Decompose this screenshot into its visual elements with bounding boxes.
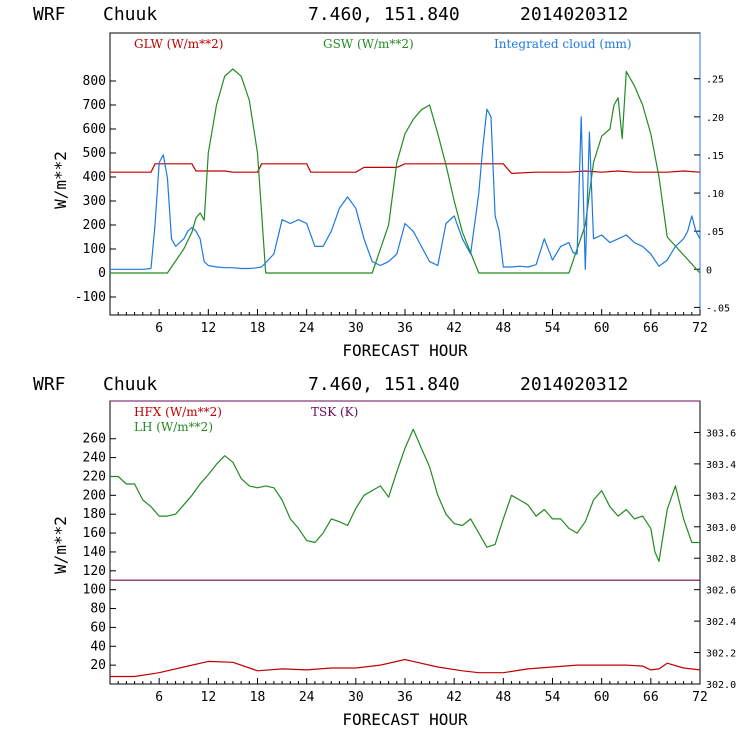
y-tick-label: 100 xyxy=(83,242,106,257)
y2-tick-label: 302.2 xyxy=(706,649,736,660)
y-tick-label: -100 xyxy=(75,290,106,305)
y2-tick-label: 0 xyxy=(706,265,712,276)
panel2-plot-frame xyxy=(109,400,701,685)
x-tick-label: 30 xyxy=(348,321,364,336)
legend-hfx: HFX (W/m**2) xyxy=(134,405,222,419)
x-tick-label: 24 xyxy=(299,321,315,336)
panel1-series xyxy=(110,68,701,274)
x-tick-label: 66 xyxy=(643,321,659,336)
y-tick-label: 800 xyxy=(83,74,106,89)
series-line-integrated xyxy=(110,108,701,270)
radiation-cloud-chart: WRF Chuuk 7.460, 151.840 2014020312 GLW … xyxy=(33,4,730,360)
legend-gsw: GSW (W/m**2) xyxy=(323,37,414,51)
x-tick-label: 54 xyxy=(545,690,561,705)
y-tick-label: 240 xyxy=(83,451,106,466)
y-tick-label: 120 xyxy=(83,564,106,579)
panel1-y-axis: -100 0 100 200 300 400 500 600 700 800 xyxy=(75,74,116,305)
y-tick-label: 40 xyxy=(90,639,106,654)
series-line-hfx xyxy=(110,658,701,678)
y2-tick-label: 302.8 xyxy=(706,554,736,565)
x-tick-label: 36 xyxy=(397,321,413,336)
x-tick-label: 72 xyxy=(692,690,708,705)
y2-tick-label: .15 xyxy=(706,151,724,162)
panel1-x-axis-title: FORECAST HOUR xyxy=(342,341,468,360)
x-tick-label: 72 xyxy=(692,321,708,336)
y2-tick-label: .10 xyxy=(706,189,724,200)
x-tick-label: 42 xyxy=(446,690,462,705)
panel2-x-axis: 6 12 18 24 30 36 42 48 54 60 66 72 xyxy=(117,678,708,705)
x-tick-label: 12 xyxy=(201,690,217,705)
y2-tick-label: 303.2 xyxy=(706,491,736,502)
x-tick-label: 36 xyxy=(397,690,413,705)
panel2-y-axis-title: W/m**2 xyxy=(51,516,70,574)
panel2-location-label: Chuuk xyxy=(103,374,157,395)
legend-lh: LH (W/m**2) xyxy=(134,420,213,434)
y2-tick-label: 303.6 xyxy=(706,428,736,439)
x-tick-label: 48 xyxy=(496,690,512,705)
series-line-gsw xyxy=(110,68,701,274)
x-tick-label: 6 xyxy=(155,690,163,705)
x-tick-label: 66 xyxy=(643,690,659,705)
y-tick-label: 500 xyxy=(83,146,106,161)
panel2-coords-label: 7.460, 151.840 xyxy=(308,374,460,395)
legend-glw: GLW (W/m**2) xyxy=(134,37,223,51)
y2-tick-label: 302.4 xyxy=(706,617,736,628)
y-tick-label: 160 xyxy=(83,526,106,541)
y-tick-label: 20 xyxy=(90,658,106,673)
x-tick-label: 18 xyxy=(250,321,266,336)
series-line-glw xyxy=(110,163,701,174)
x-tick-label: 6 xyxy=(155,321,163,336)
panel1-coords-label: 7.460, 151.840 xyxy=(308,4,460,25)
y2-tick-label: 303.4 xyxy=(706,460,736,471)
series-line-lh xyxy=(110,428,700,563)
legend-tsk: TSK (K) xyxy=(311,405,358,419)
y2-tick-label: 302.6 xyxy=(706,586,736,597)
x-tick-label: 12 xyxy=(201,321,217,336)
panel1-model-label: WRF xyxy=(33,4,66,25)
y-tick-label: 80 xyxy=(90,602,106,617)
x-tick-label: 30 xyxy=(348,690,364,705)
panel1-location-label: Chuuk xyxy=(103,4,157,25)
x-tick-label: 60 xyxy=(594,321,610,336)
x-tick-label: 54 xyxy=(545,321,561,336)
panel1-init-time-label: 2014020312 xyxy=(520,4,628,25)
y-tick-label: 700 xyxy=(83,98,106,113)
panel1-y2-axis: -.05 0 .05 .10 .15 .20 .25 xyxy=(694,75,730,314)
heat-flux-chart: WRF Chuuk 7.460, 151.840 2014020312 HFX … xyxy=(33,374,736,729)
x-tick-label: 24 xyxy=(299,690,315,705)
x-tick-label: 18 xyxy=(250,690,266,705)
panel1-y-axis-title: W/m**2 xyxy=(51,151,70,209)
panel2-x-axis-title: FORECAST HOUR xyxy=(342,710,468,729)
panel2-model-label: WRF xyxy=(33,374,66,395)
y-tick-label: 300 xyxy=(83,194,106,209)
y2-tick-label: 303.0 xyxy=(706,523,736,534)
panel1-plot-frame xyxy=(109,32,701,316)
y-tick-label: 200 xyxy=(83,218,106,233)
y2-tick-label: .20 xyxy=(706,113,724,124)
panel2-series xyxy=(110,428,701,678)
y-tick-label: 60 xyxy=(90,620,106,635)
panel2-init-time-label: 2014020312 xyxy=(520,374,628,395)
y-tick-label: 220 xyxy=(83,469,106,484)
y-tick-label: 140 xyxy=(83,545,106,560)
x-tick-label: 42 xyxy=(446,321,462,336)
y2-tick-label: .25 xyxy=(706,75,724,86)
panel2-y2-axis: 302.0 302.2 302.4 302.6 302.8 303.0 303.2 303.4… xyxy=(694,428,736,691)
y-tick-label: 100 xyxy=(83,583,106,598)
y2-tick-label: -.05 xyxy=(706,303,730,314)
y-tick-label: 600 xyxy=(83,122,106,137)
x-tick-label: 48 xyxy=(496,321,512,336)
x-tick-label: 60 xyxy=(594,690,610,705)
y-tick-label: 0 xyxy=(98,266,106,281)
y2-tick-label: .05 xyxy=(706,227,724,238)
legend-integrated-cloud: Integrated cloud (mm) xyxy=(494,37,632,51)
y-tick-label: 260 xyxy=(83,432,106,447)
y2-tick-label: 302.0 xyxy=(706,680,736,691)
y-tick-label: 200 xyxy=(83,488,106,503)
y-tick-label: 400 xyxy=(83,170,106,185)
panel2-y-axis: 20 40 60 80 100 120 140 160 180 200 220 240 260 xyxy=(83,432,116,673)
panel1-x-axis: 6 12 18 24 30 36 42 48 54 60 66 72 xyxy=(117,309,708,336)
y-tick-label: 180 xyxy=(83,507,106,522)
